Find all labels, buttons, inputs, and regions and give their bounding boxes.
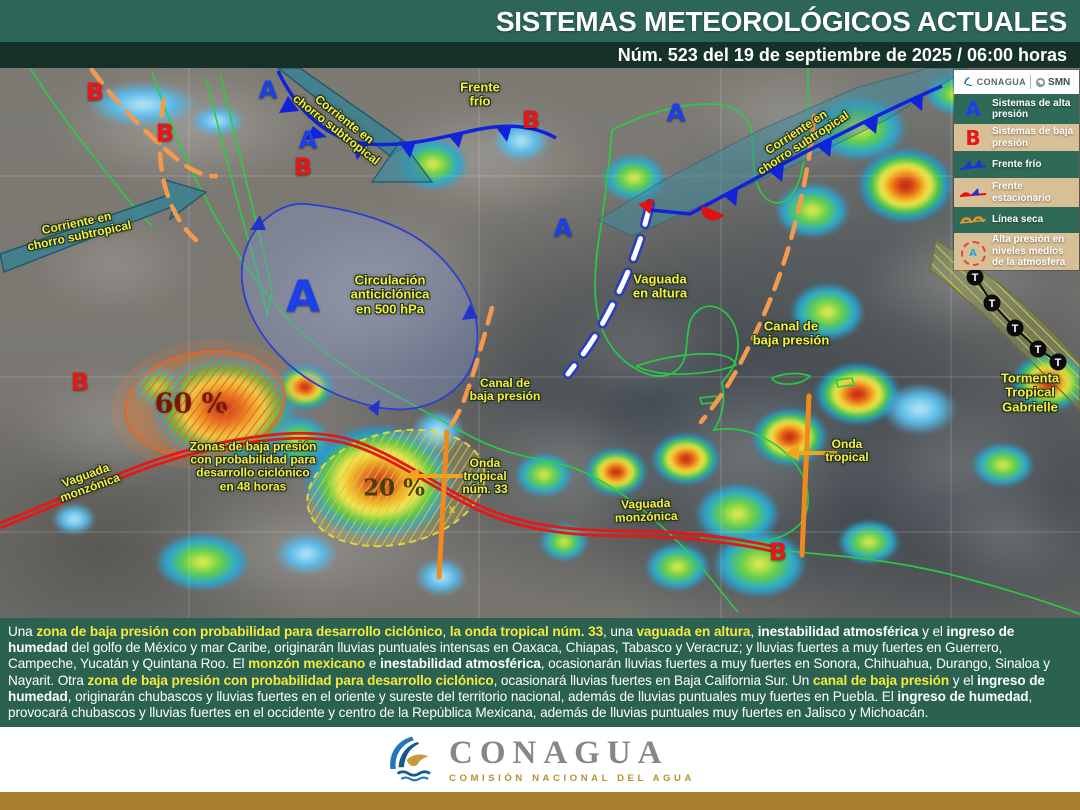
low-pressure-channels — [89, 68, 817, 430]
upper-trough — [563, 199, 655, 379]
cloud-patch — [240, 208, 510, 378]
brand-text: CONAGUA COMISIÓN NACIONAL DEL AGUA — [449, 735, 695, 784]
stationary-front-icon — [957, 181, 989, 205]
low-pressure-mark: B — [70, 368, 90, 396]
legend: CONAGUA SMN A Sistemas de alta presión B… — [953, 69, 1080, 271]
svg-text:T: T — [1035, 344, 1042, 356]
subheader-bar: Núm. 523 del 19 de septiembre de 2025 / … — [0, 42, 1080, 68]
gold-footer-band — [0, 792, 1080, 810]
legend-item-frente-frio: Frente frío — [954, 151, 1079, 178]
high-pressure-mark: A — [666, 99, 686, 127]
dry-line-icon — [957, 208, 989, 232]
svg-text:T: T — [989, 298, 996, 310]
cold-front-northeast — [638, 84, 943, 221]
high-pressure-mark: A — [298, 126, 318, 154]
tropical-wave-axes — [404, 393, 837, 580]
storm-cell — [645, 543, 710, 591]
anticyclone-area — [240, 202, 479, 416]
storm-cell — [882, 383, 957, 435]
legend-item-alta-niveles-medios: A Alta presión en niveles medios de la a… — [954, 233, 1079, 270]
jet-stream-shapes — [0, 68, 970, 274]
storm-cell — [52, 503, 96, 535]
probability-20pct: 20 % — [363, 474, 425, 502]
header-bar: SISTEMAS METEOROLÓGICOS ACTUALES — [0, 0, 1080, 42]
satellite-map: T T T T T — [0, 68, 1080, 618]
cold-front-icon — [957, 153, 989, 177]
center-x-mark: x — [221, 404, 231, 422]
low-pressure-mark: B — [521, 106, 541, 134]
bulletin-number: Núm. 523 del 19 de septiembre de 2025 / … — [617, 45, 1067, 65]
low-pressure-mark: B — [293, 153, 313, 181]
storm-cell — [155, 533, 250, 591]
anticyclone-center-mark: A — [285, 271, 321, 323]
storm-cell — [790, 283, 865, 341]
gabrielle-track-band: T T T T T — [929, 239, 1080, 411]
legend-divider — [1030, 75, 1032, 89]
map-graticule — [0, 68, 1080, 618]
cloud-patch — [50, 68, 320, 183]
conagua-swoosh-icon — [963, 77, 972, 86]
label-gabrielle: Tormenta Tropical Gabrielle — [1000, 370, 1060, 415]
svg-text:T: T — [1055, 357, 1062, 369]
stationary-front-bump — [701, 206, 724, 221]
footer: CONAGUA COMISIÓN NACIONAL DEL AGUA — [0, 727, 1080, 792]
legend-item-frente-estacionario: Frente estacionario — [954, 178, 1079, 207]
smn-mini-logo: SMN — [1035, 77, 1070, 88]
storm-cell — [775, 183, 850, 238]
label-canal-baja-center: Canal de baja presión — [469, 375, 541, 403]
high-pressure-symbol: A — [965, 97, 981, 121]
low-pressure-mark: B — [155, 119, 175, 147]
wave-x-mark: x — [448, 502, 456, 516]
page-title: SISTEMAS METEOROLÓGICOS ACTUALES — [495, 6, 1067, 37]
label-onda-tropical: Onda tropical — [825, 436, 869, 464]
legend-item-baja-presion: B Sistemas de baja presión — [954, 124, 1079, 151]
brand-tagline: COMISIÓN NACIONAL DEL AGUA — [449, 773, 695, 784]
label-canal-baja-right: Canal de baja presión — [752, 318, 830, 348]
storm-cell — [88, 82, 198, 127]
probability-60pct: 60 % — [154, 388, 228, 420]
label-anticiclon: Circulación anticiclónica en 500 hPa — [350, 272, 430, 317]
low-pressure-mark: B — [768, 538, 788, 566]
smn-icon — [1035, 77, 1046, 87]
conagua-logo: CONAGUA COMISIÓN NACIONAL DEL AGUA — [385, 733, 695, 787]
storm-cell — [972, 443, 1034, 487]
track-points: T T T T T — [966, 268, 1067, 371]
conagua-emblem-icon — [390, 736, 431, 781]
svg-text:T: T — [972, 272, 979, 284]
monsoon-trough-line — [0, 431, 777, 554]
high-pressure-mark: A — [553, 214, 573, 242]
cloud-patch — [30, 213, 200, 318]
svg-text:T: T — [1012, 323, 1019, 335]
front-arrowhead — [638, 199, 654, 214]
label-zonas-48h: Zonas de baja presión con probabilidad p… — [189, 439, 317, 494]
label-vaguada-monzonica-right: Vaguada monzónica — [614, 495, 678, 526]
cold-front-center — [276, 70, 557, 160]
legend-item-linea-seca: Línea seca — [954, 207, 1079, 233]
legend-item-alta-presion: A Sistemas de alta presión — [954, 94, 1079, 124]
storm-cell — [276, 364, 334, 410]
weather-summary: Una zona de baja presión con probabilida… — [0, 618, 1080, 727]
label-onda-33: Onda tropical núm. 33 — [462, 456, 508, 497]
cloud-patch — [930, 488, 1080, 588]
brand-name: CONAGUA — [449, 735, 669, 771]
storm-cell — [268, 416, 330, 466]
mid-level-high-icon: A — [957, 237, 989, 266]
storm-cell — [275, 533, 337, 575]
low-pressure-mark: B — [85, 78, 105, 106]
low-pressure-symbol: B — [965, 125, 981, 150]
storm-cell — [585, 448, 647, 496]
legend-header: CONAGUA SMN — [954, 70, 1079, 94]
high-pressure-mark: A — [258, 76, 278, 104]
summary-text: Una zona de baja presión con probabilida… — [8, 624, 1050, 720]
weather-systems-overlay: T T T T T — [0, 68, 1080, 618]
label-frente-frio: Frente frío — [460, 79, 500, 109]
label-vaguada-altura: Vaguada en altura — [632, 271, 688, 301]
conagua-mini-logo: CONAGUA — [963, 76, 1026, 88]
storm-cell — [652, 433, 720, 485]
storm-cell — [858, 148, 953, 223]
